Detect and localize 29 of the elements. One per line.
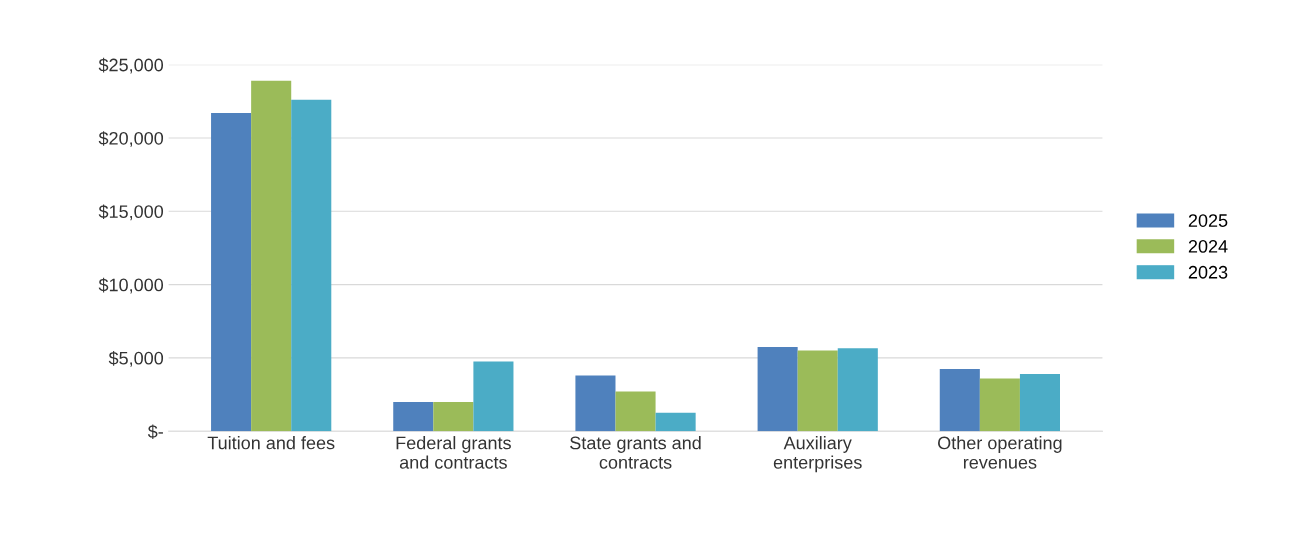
y-tick-label: $-	[147, 424, 163, 439]
y-tick-label: $5,000	[108, 351, 164, 367]
bar	[211, 113, 252, 432]
x-tick-label: State grants and contracts	[570, 436, 701, 469]
bar	[837, 348, 878, 432]
y-tick-label: $15,000	[98, 204, 164, 221]
legend-label: 2024	[1188, 240, 1228, 253]
y-tick-label: $20,000	[98, 131, 164, 147]
legend-label: 2025	[1188, 214, 1228, 227]
x-tick-label: Auxiliary enterprises	[773, 436, 862, 473]
bar	[575, 375, 616, 432]
bar	[433, 401, 474, 432]
bar	[473, 361, 514, 432]
x-tick-label: Federal grants and contracts	[396, 436, 511, 469]
bar	[1019, 374, 1060, 432]
y-tick-label: $25,000	[98, 57, 164, 74]
bar	[615, 391, 656, 432]
bar	[291, 99, 332, 432]
bar	[797, 350, 838, 432]
bar	[393, 401, 434, 432]
legend-label: 2023	[1188, 265, 1228, 279]
x-tick-label: Tuition and fees	[207, 436, 335, 450]
bar	[979, 378, 1020, 432]
x-tick-label: Other operating revenues	[938, 436, 1062, 469]
bar	[655, 412, 696, 432]
y-tick-label: $10,000	[98, 277, 164, 294]
bar	[251, 80, 292, 432]
bar	[757, 346, 798, 432]
bar	[939, 368, 980, 432]
